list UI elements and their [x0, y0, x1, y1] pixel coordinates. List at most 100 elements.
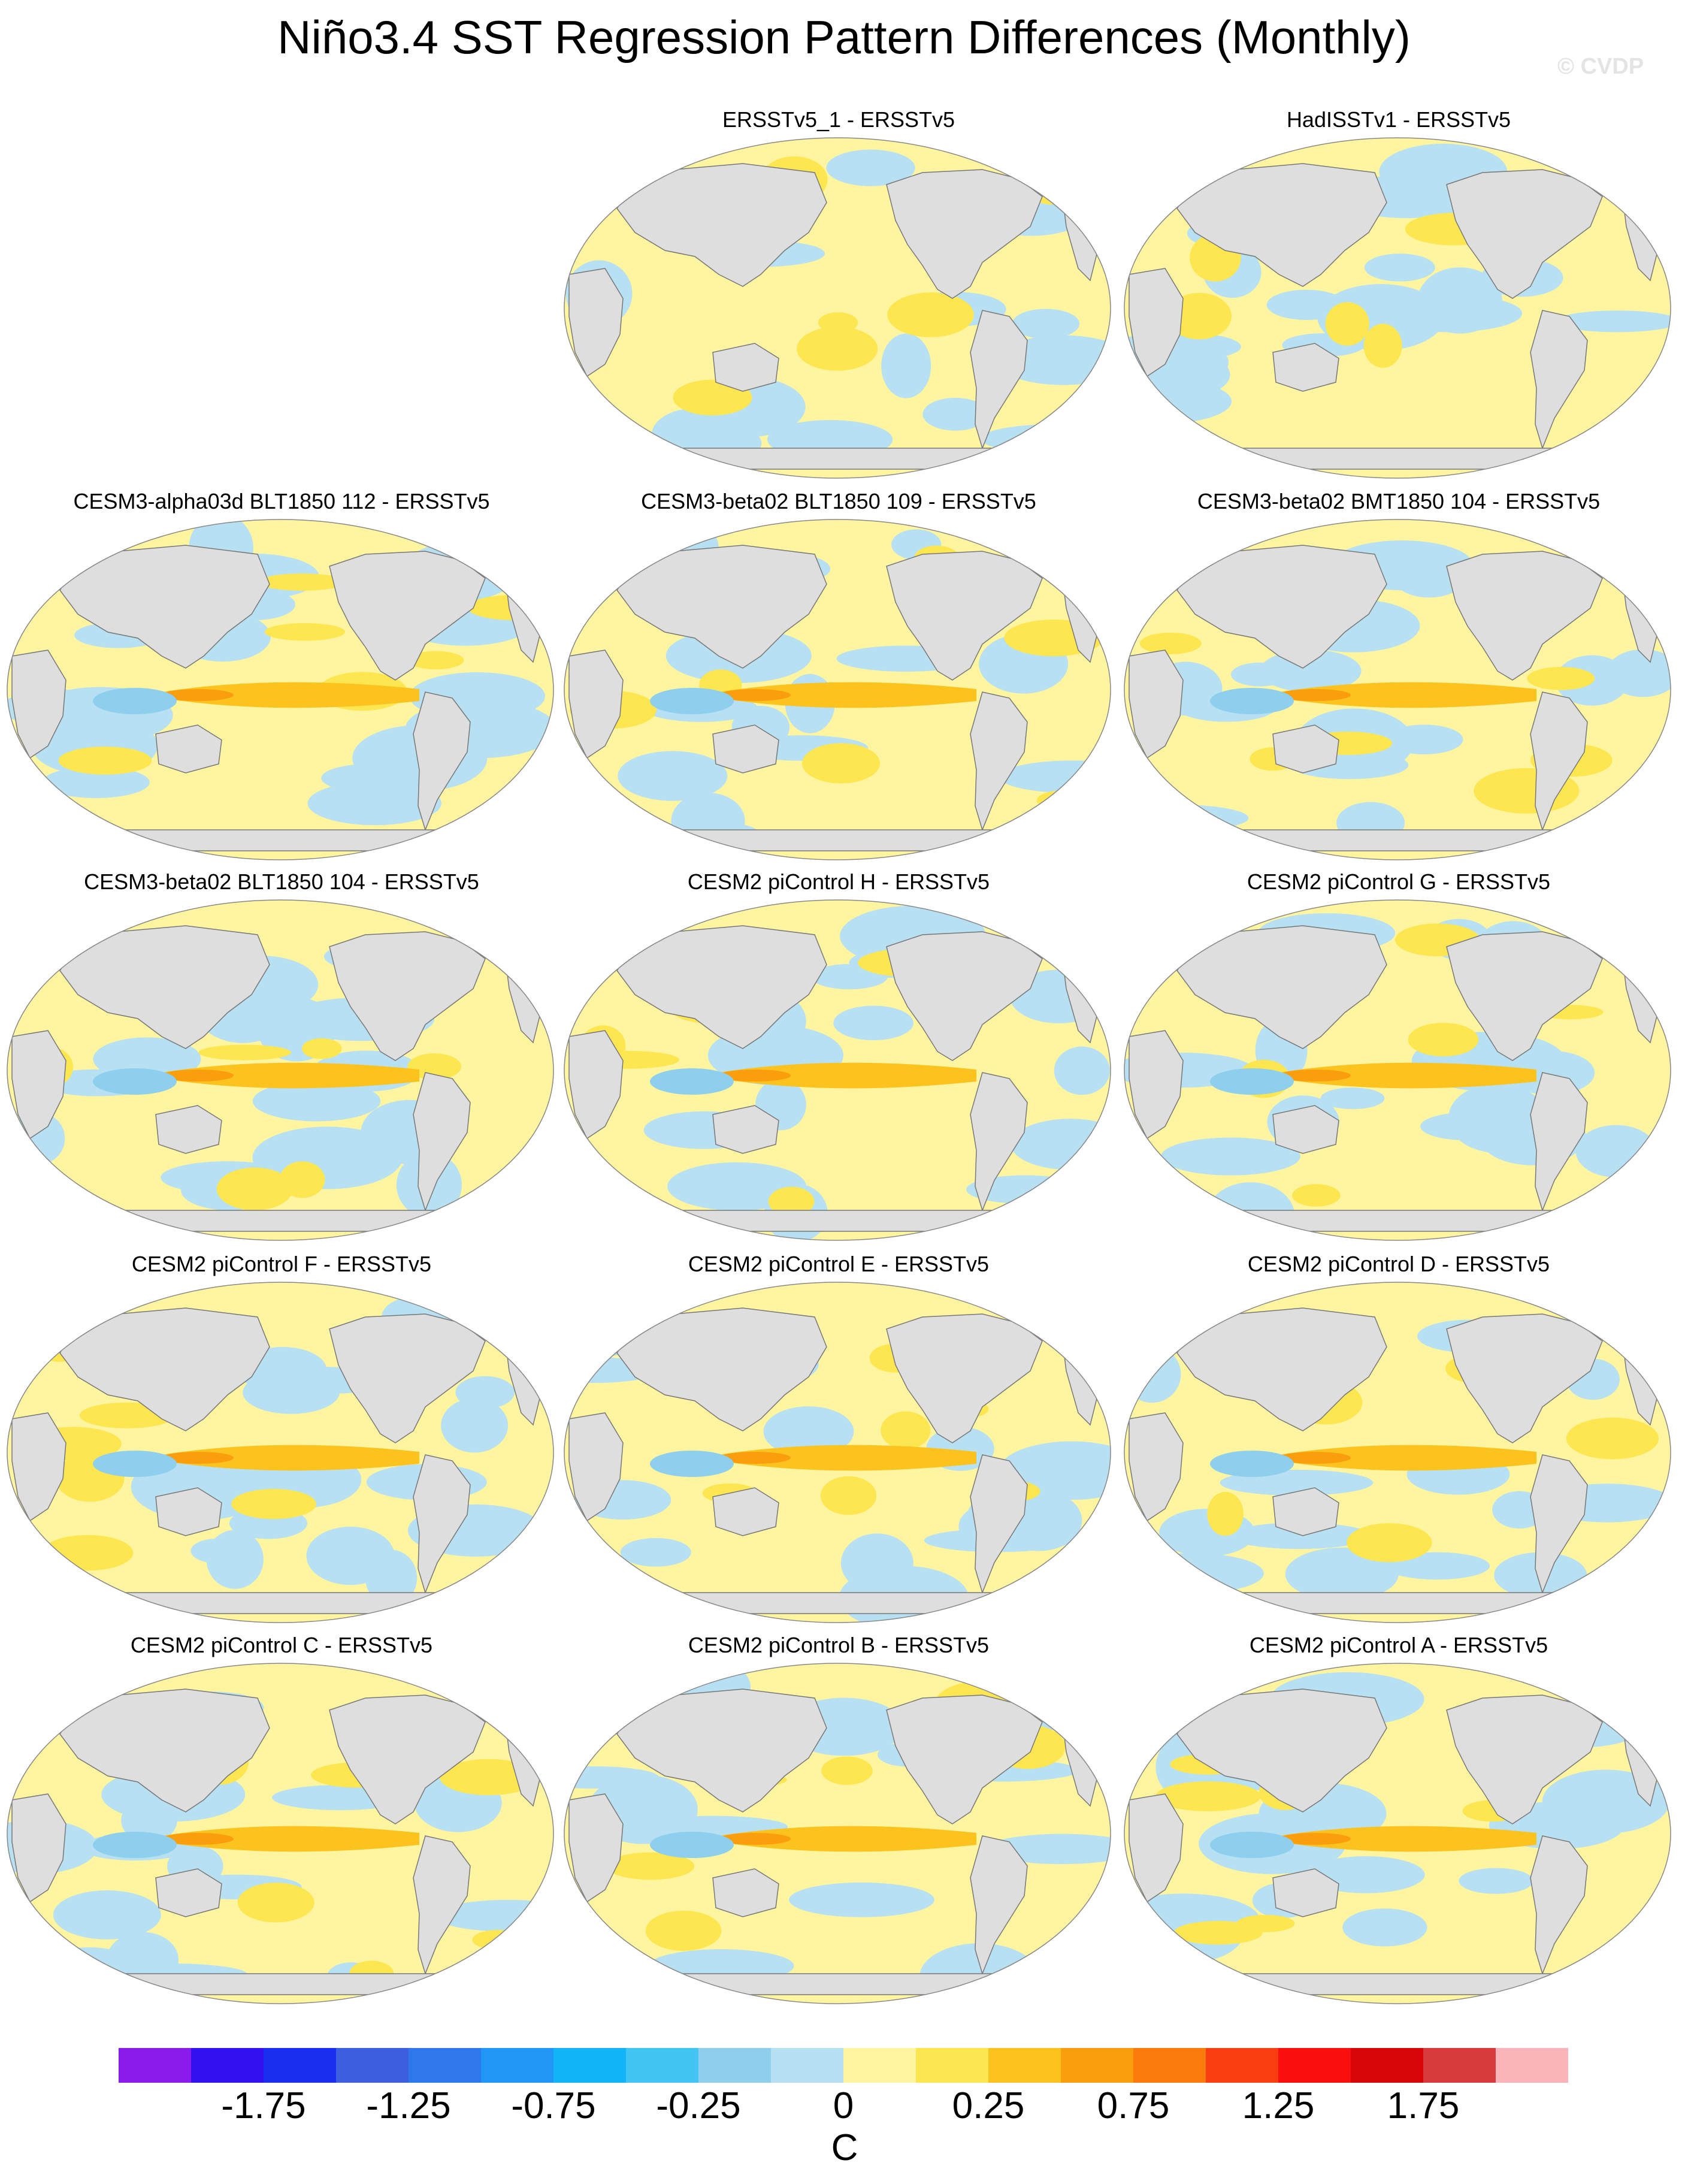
land-mass: [1530, 691, 1588, 832]
land-mass: [59, 925, 270, 1049]
map-border: [7, 519, 554, 860]
anomaly-region: [1566, 1417, 1659, 1460]
land-mass: [1129, 650, 1184, 759]
colorbar-units: C: [831, 2127, 858, 2168]
colorbar-box: [916, 2048, 988, 2083]
anomaly-region: [1236, 1914, 1295, 1932]
anomaly-region: [237, 1883, 314, 1923]
anomaly-region: [645, 1910, 722, 1951]
anomaly-region: [407, 1053, 461, 1080]
equatorial-anomaly-core: [162, 1452, 234, 1464]
land-mass: [616, 829, 1061, 851]
panel-title: CESM3-alpha03d BLT1850 112 - ERSSTv5: [73, 489, 490, 513]
robinson-map: [564, 899, 1111, 1241]
land-mass: [1530, 310, 1588, 450]
panel-title: CESM2 piControl B - ERSSTv5: [688, 1633, 990, 1657]
land-mass: [59, 1210, 504, 1232]
anomaly-region: [1030, 424, 1091, 457]
anomaly-region: [833, 1005, 914, 1041]
warm-pool-anomaly: [1210, 688, 1294, 714]
robinson-map: [7, 1663, 554, 2004]
anomaly-region: [820, 1476, 877, 1515]
anomaly-region: [620, 1537, 691, 1567]
land-mass: [413, 1072, 471, 1212]
colorbar-box: [336, 2048, 409, 2083]
equatorial-anomaly-core: [1279, 1452, 1351, 1464]
land-mass: [11, 1412, 66, 1522]
map-panel: CESM2 piControl G - ERSSTv5: [1123, 869, 1674, 1252]
robinson-map: [1124, 899, 1671, 1241]
colorbar-tick-label: -1.75: [221, 2085, 306, 2126]
anomaly-region: [1228, 1523, 1371, 1549]
colorbar-tick-label: 0.25: [952, 2085, 1025, 2126]
land-mass: [1129, 1793, 1184, 1903]
land-mass: [616, 1307, 827, 1431]
land-mass: [1129, 268, 1184, 377]
equatorial-anomaly-core: [719, 1833, 791, 1845]
panel-title: CESM2 piControl D - ERSSTv5: [1247, 1252, 1550, 1276]
land-mass: [568, 1412, 624, 1522]
land-mass: [1272, 343, 1339, 392]
land-mass: [970, 1835, 1028, 1975]
robinson-map: [564, 1282, 1111, 1623]
map-border: [564, 899, 1111, 1241]
equatorial-anomaly-core: [162, 1070, 234, 1082]
robinson-map: [564, 137, 1111, 479]
map-panel: CESM2 piControl E - ERSSTv5: [563, 1251, 1114, 1635]
anomaly-region: [768, 1186, 815, 1216]
map-border: [564, 519, 1111, 860]
anomaly-region: [1167, 292, 1232, 340]
land-mass: [616, 545, 827, 669]
land-mass: [568, 268, 624, 377]
anomaly-region: [302, 1038, 342, 1059]
land-mass: [1446, 931, 1603, 1061]
map-panel: CESM3-alpha03d BLT1850 112 - ERSSTv5: [6, 488, 557, 872]
land-mass: [712, 1105, 779, 1154]
panel-title: CESM2 piControl H - ERSSTv5: [687, 869, 990, 894]
map-panel: CESM3-beta02 BMT1850 104 - ERSSTv5: [1123, 488, 1674, 872]
land-mass: [568, 1030, 624, 1140]
land-mass: [970, 1454, 1028, 1594]
colorbar-tick-label: -0.25: [656, 2085, 741, 2126]
equatorial-anomaly: [162, 1062, 419, 1089]
anomaly-region: [881, 1411, 931, 1449]
anomaly-region: [1292, 1184, 1341, 1207]
anomaly-region: [985, 1833, 1111, 1865]
anomaly-region: [1364, 253, 1435, 282]
map-border: [7, 1663, 554, 2004]
equatorial-anomaly: [1279, 1445, 1536, 1471]
panel-title: CESM3-beta02 BMT1850 104 - ERSSTv5: [1197, 489, 1601, 513]
robinson-map: [564, 1663, 1111, 2004]
anomaly-region: [307, 781, 441, 826]
land-mass: [1176, 448, 1622, 470]
land-mass: [1530, 1454, 1588, 1594]
colorbar-box: [1423, 2048, 1496, 2083]
land-mass: [712, 724, 779, 774]
land-mass: [712, 1868, 779, 1917]
land-mass: [970, 691, 1028, 832]
land-mass: [155, 1487, 222, 1536]
colorbar-tick-label: 0.75: [1097, 2085, 1170, 2126]
anomaly-region: [826, 149, 915, 186]
colorbar-box: [843, 2048, 916, 2083]
land-mass: [329, 931, 486, 1061]
land-mass: [59, 1688, 270, 1813]
anomaly-region: [206, 1530, 264, 1589]
colorbar-box: [1061, 2048, 1133, 2083]
land-mass: [59, 1973, 504, 1995]
anomaly-region: [1320, 1088, 1385, 1110]
anomaly-region: [1012, 309, 1080, 339]
warm-pool-anomaly: [650, 1068, 734, 1095]
map-panel: CESM2 piControl C - ERSSTv5: [6, 1632, 557, 2016]
warm-pool-anomaly: [1210, 1832, 1294, 1858]
land-mass: [616, 448, 1061, 470]
colorbar-box: [626, 2048, 698, 2083]
map-panel: CESM2 piControl A - ERSSTv5: [1123, 1632, 1674, 2016]
colorbar-tick-label: 1.25: [1242, 2085, 1315, 2126]
colorbar-box: [1496, 2048, 1568, 2083]
land-mass: [886, 1313, 1043, 1443]
land-mass: [1530, 1072, 1588, 1212]
land-mass: [59, 1307, 270, 1431]
land-mass: [329, 551, 486, 681]
robinson-map: [7, 519, 554, 860]
